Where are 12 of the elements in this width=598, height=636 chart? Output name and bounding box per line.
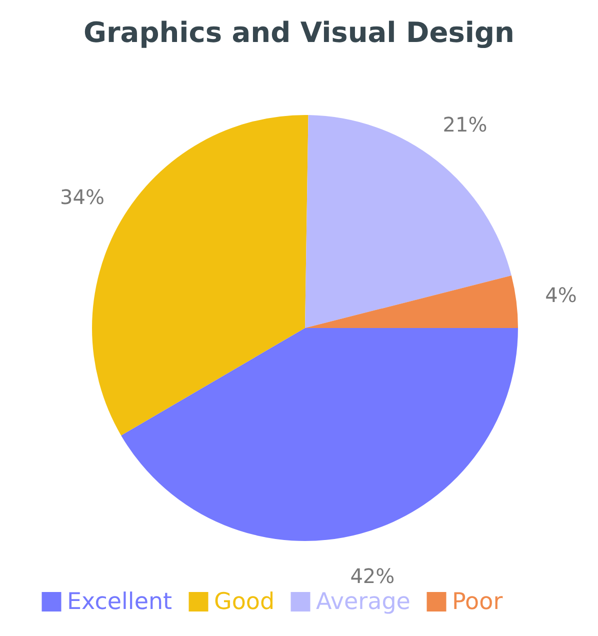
- data-label: 42%: [350, 564, 395, 588]
- legend-label: Good: [214, 588, 275, 615]
- data-label: 4%: [545, 282, 577, 307]
- chart-title: Graphics and Visual Design: [84, 16, 514, 49]
- data-label: 34%: [60, 184, 104, 209]
- pie-slice: [305, 115, 512, 328]
- legend-label: Poor: [452, 588, 504, 615]
- pie-slice: [121, 328, 518, 541]
- legend-label: Average: [316, 588, 410, 615]
- pie-slice: [305, 276, 518, 328]
- legend-label: Excellent: [67, 588, 172, 615]
- data-label: 21%: [442, 112, 488, 137]
